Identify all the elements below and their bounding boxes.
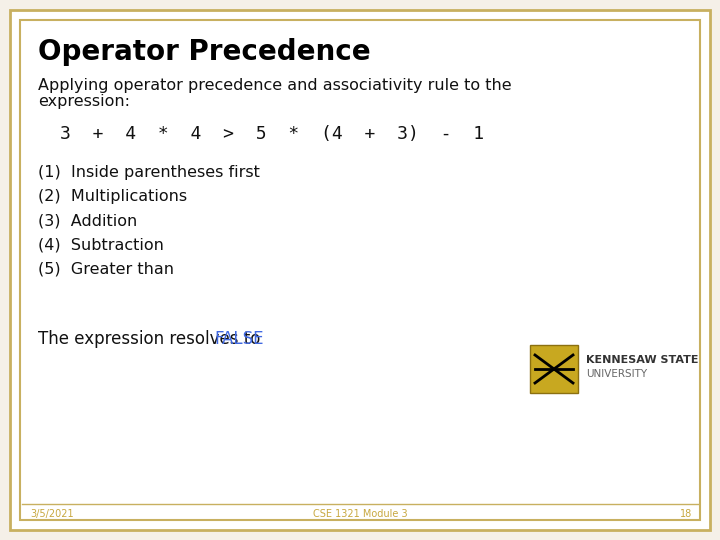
FancyBboxPatch shape (530, 345, 578, 393)
Text: 18: 18 (680, 509, 692, 519)
Text: (3)  Addition: (3) Addition (38, 213, 138, 228)
Text: Applying operator precedence and associativity rule to the: Applying operator precedence and associa… (38, 78, 512, 93)
Text: expression:: expression: (38, 94, 130, 109)
Text: 3  +  4  *  4  >  5  *  (4  +  3)  -  1: 3 + 4 * 4 > 5 * (4 + 3) - 1 (60, 125, 484, 143)
Text: (1)  Inside parentheses first: (1) Inside parentheses first (38, 165, 260, 180)
Text: (5)  Greater than: (5) Greater than (38, 261, 174, 276)
Text: 3/5/2021: 3/5/2021 (30, 509, 73, 519)
Text: (4)  Subtraction: (4) Subtraction (38, 237, 164, 252)
Text: FALSE: FALSE (215, 330, 264, 348)
Text: Operator Precedence: Operator Precedence (38, 38, 371, 66)
Text: (2)  Multiplications: (2) Multiplications (38, 189, 187, 204)
Text: KENNESAW STATE: KENNESAW STATE (586, 355, 698, 365)
Text: The expression resolves to: The expression resolves to (38, 330, 266, 348)
Text: CSE 1321 Module 3: CSE 1321 Module 3 (312, 509, 408, 519)
Text: UNIVERSITY: UNIVERSITY (586, 369, 647, 379)
